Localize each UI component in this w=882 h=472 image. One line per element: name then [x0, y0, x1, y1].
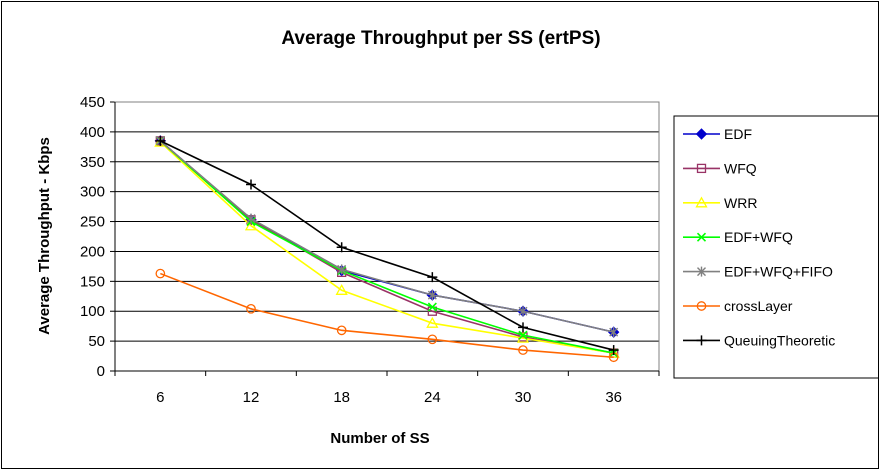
data-point — [244, 219, 258, 231]
legend-marker — [695, 196, 708, 208]
legend-marker — [696, 335, 707, 346]
data-point — [427, 272, 438, 283]
data-point — [518, 322, 528, 333]
data-point — [155, 268, 166, 279]
y-tick-label: 50 — [88, 333, 105, 350]
data-point — [246, 303, 256, 314]
y-tick-label: 100 — [80, 303, 105, 320]
y-tick-label: 250 — [80, 214, 105, 231]
legend-box — [673, 115, 878, 379]
legend-body: EDF WFQ WRR EDF+WFQ EDF+WFQ+FIFO crossLayer Qu… — [673, 115, 878, 379]
legend-label: EDF+WFQ+FIFO — [724, 264, 833, 280]
series-line-2 — [159, 141, 614, 354]
x-tick-label: 36 — [605, 389, 622, 406]
legend-marker — [696, 163, 707, 174]
series-line-4 — [159, 140, 614, 333]
x-tick-label: 12 — [243, 389, 260, 406]
legend-label: WRR — [724, 195, 757, 211]
legend: EDF WFQ WRR EDF+WFQ EDF+WFQ+FIFO crossLayer Qu… — [673, 115, 878, 379]
y-tick-label: 450 — [80, 94, 105, 111]
y-tick-label: 200 — [80, 243, 105, 260]
data-point — [608, 345, 619, 356]
legend-label: QueuingTheoretic — [724, 332, 835, 348]
x-tick-label: 18 — [333, 389, 350, 406]
x-axis-title: Number of SS — [330, 430, 429, 447]
x-tick-label: 24 — [424, 389, 441, 406]
data-point — [246, 213, 256, 224]
y-tick-label: 400 — [80, 124, 105, 141]
data-point — [336, 325, 347, 336]
plot-area: 0 50 100 150 200 250 300 350 400 450 6 12 18 24 30 36 — [80, 94, 660, 406]
legend-label: crossLayer — [724, 298, 793, 314]
data-point — [518, 330, 528, 340]
legend-label: EDF — [724, 126, 752, 142]
y-axis-title: Average Throughput - Kbps — [36, 137, 53, 335]
legend-marker — [697, 266, 706, 277]
series-line-5 — [160, 272, 614, 359]
data-point — [336, 242, 347, 253]
data-point — [337, 264, 347, 275]
data-point — [427, 334, 438, 345]
y-tick-label: 350 — [80, 154, 105, 171]
data-point — [426, 316, 439, 328]
series-line-3 — [159, 140, 614, 354]
data-point — [518, 345, 528, 355]
data-point — [155, 135, 166, 146]
y-tick-label: 150 — [80, 273, 105, 290]
y-tick-label: 0 — [97, 363, 105, 380]
data-point — [335, 283, 348, 295]
legend-marker — [695, 128, 708, 140]
y-tick-label: 300 — [80, 184, 105, 201]
series-line-6 — [159, 140, 614, 351]
legend-marker — [696, 301, 707, 311]
legend-label: WFQ — [724, 160, 757, 176]
plot-background — [115, 102, 659, 371]
data-point — [427, 290, 437, 301]
data-point — [518, 306, 528, 317]
data-point — [246, 179, 256, 190]
data-point — [427, 302, 437, 312]
legend-marker — [696, 232, 707, 242]
data-point — [609, 327, 619, 338]
chart-title: Average Throughput per SS (ertPS) — [281, 28, 600, 49]
x-tick-label: 30 — [515, 389, 532, 406]
legend-label: EDF+WFQ — [724, 229, 793, 245]
x-tick-label: 6 — [156, 389, 164, 406]
